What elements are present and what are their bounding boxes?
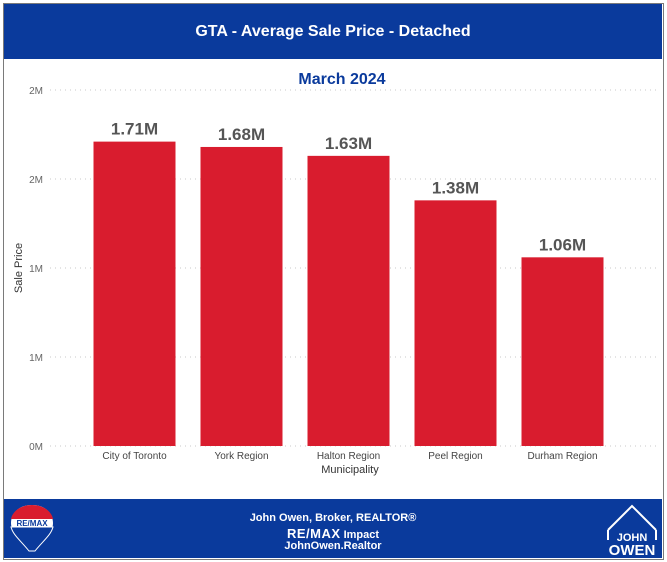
y-tick-label: 0M xyxy=(29,442,43,453)
data-label: 1.68M xyxy=(218,125,265,144)
john-owen-logo: JOHN OWEN xyxy=(607,504,657,556)
svg-text:RE/MAX: RE/MAX xyxy=(16,519,48,528)
bar[interactable] xyxy=(521,257,604,446)
website-link[interactable]: JohnOwen.Realtor xyxy=(284,540,382,552)
bar[interactable] xyxy=(200,146,283,446)
data-label: 1.63M xyxy=(325,134,372,153)
x-tick-label: Halton Region xyxy=(317,451,380,462)
x-axis-label: Municipality xyxy=(321,464,379,476)
x-tick-label: City of Toronto xyxy=(102,451,167,462)
x-tick-label: Durham Region xyxy=(527,451,597,462)
remax-balloon-logo: RE/MAX xyxy=(10,505,54,552)
bar[interactable] xyxy=(93,141,176,446)
data-label: 1.71M xyxy=(111,120,158,139)
bar[interactable] xyxy=(307,155,390,447)
bar[interactable] xyxy=(414,200,497,446)
brokerage: RE/MAX Impact xyxy=(4,526,662,541)
data-label: 1.06M xyxy=(539,235,586,254)
y-tick-label: 1M xyxy=(29,353,43,364)
svg-text:OWEN: OWEN xyxy=(609,542,656,556)
report-footer: RE/MAX John Owen, Broker, REALTOR® RE/MA… xyxy=(4,499,662,558)
office-name: Impact xyxy=(343,529,380,541)
report-header: GTA - Average Sale Price - Detached xyxy=(4,4,662,59)
y-tick-label: 2M xyxy=(29,86,43,97)
svg-text:JOHN: JOHN xyxy=(617,532,648,544)
chart-title: March 2024 xyxy=(298,71,385,88)
agent-name: John Owen, Broker, REALTOR® xyxy=(249,512,417,524)
data-label: 1.38M xyxy=(432,178,479,197)
brand-name: RE/MAX xyxy=(286,526,341,541)
y-axis-label: Sale Price xyxy=(13,243,25,293)
x-tick-label: York Region xyxy=(214,451,268,462)
y-tick-label: 2M xyxy=(29,175,43,186)
x-tick-label: Peel Region xyxy=(428,451,482,462)
report-title: GTA - Average Sale Price - Detached xyxy=(195,22,471,40)
y-tick-label: 1M xyxy=(29,264,43,275)
